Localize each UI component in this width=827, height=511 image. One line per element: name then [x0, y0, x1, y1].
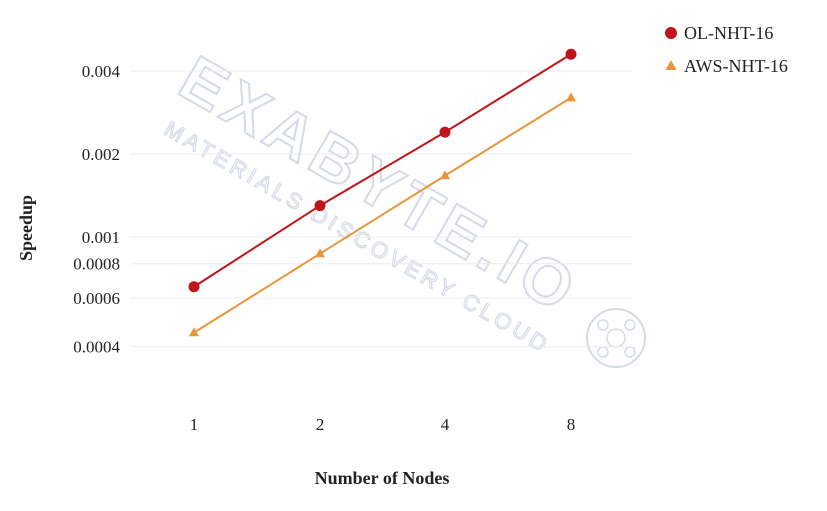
y-tick-label: 0.0004	[73, 338, 120, 357]
series-ol-nht-16	[188, 48, 577, 293]
x-tick-label: 4	[441, 415, 450, 434]
y-axis-ticks: 0.0004 0.0006 0.0008 0.001 0.002 0.004	[73, 62, 120, 357]
series-layer	[188, 48, 577, 337]
series-line	[193, 96, 572, 334]
y-tick-label: 0.004	[82, 62, 121, 81]
grid-lines	[130, 70, 632, 348]
y-tick-label: 0.001	[82, 228, 120, 247]
data-point[interactable]	[189, 327, 199, 337]
x-tick-label: 2	[316, 415, 325, 434]
y-tick-label: 0.002	[82, 145, 120, 164]
legend-triangle-marker-icon	[665, 60, 677, 70]
series-line	[193, 53, 572, 288]
data-point[interactable]	[188, 281, 200, 293]
data-point[interactable]	[565, 48, 577, 60]
y-tick-label: 0.0008	[73, 255, 120, 274]
y-tick-label: 0.0006	[73, 289, 120, 308]
x-axis-title: Number of Nodes	[315, 468, 450, 488]
legend-circle-marker-icon	[665, 27, 677, 39]
watermark-main-text: EXABYTE.IO	[168, 42, 592, 328]
series-aws-nht-16	[189, 92, 576, 337]
data-point[interactable]	[315, 248, 325, 258]
x-tick-label: 8	[567, 415, 576, 434]
legend-item[interactable]: OL-NHT-16	[665, 23, 773, 43]
data-point[interactable]	[439, 126, 451, 138]
x-tick-label: 1	[190, 415, 199, 434]
y-axis-title: Speedup	[16, 195, 36, 261]
legend-item[interactable]: AWS-NHT-16	[665, 56, 788, 76]
legend-label: AWS-NHT-16	[684, 56, 788, 76]
watermark: EXABYTE.IO MATERIALS DISCOVERY CLOUD	[160, 41, 593, 359]
data-point[interactable]	[314, 200, 326, 212]
data-point[interactable]	[566, 92, 576, 102]
watermark-logo-icon	[586, 308, 646, 368]
x-axis-ticks: 1 2 4 8	[190, 415, 576, 434]
legend-label: OL-NHT-16	[684, 23, 773, 43]
legend[interactable]: OL-NHT-16 AWS-NHT-16	[665, 23, 788, 76]
data-point[interactable]	[440, 170, 450, 180]
